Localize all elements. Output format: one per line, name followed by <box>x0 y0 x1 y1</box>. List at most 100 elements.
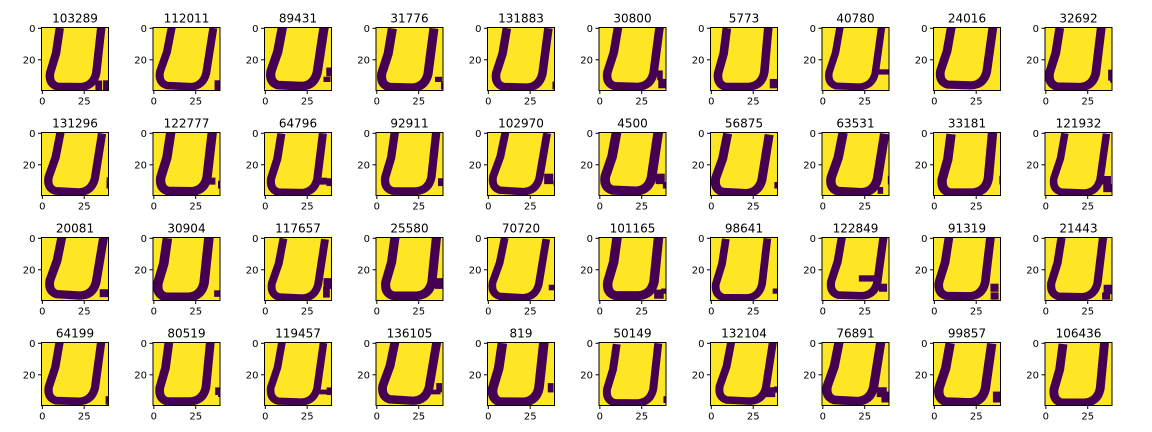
x-tick-label: 25 <box>412 202 425 213</box>
axes-frame <box>598 132 667 196</box>
panel-title: 33181 <box>948 117 986 131</box>
x-tick-label: 0 <box>39 412 45 423</box>
glyph-u <box>934 237 999 301</box>
panel: 33181 0 25 0 20 <box>915 117 1001 213</box>
y-tick-label: 20 <box>692 55 705 66</box>
x-tick-label: 25 <box>524 202 537 213</box>
y-tick-label: 20 <box>23 265 36 276</box>
axes-frame <box>487 237 555 301</box>
glyph-u <box>45 27 109 91</box>
axes-frame <box>152 237 221 301</box>
axes-frame <box>933 237 1001 301</box>
panel: 64199 0 25 0 20 <box>23 327 109 423</box>
x-tick-label: 0 <box>262 97 268 108</box>
x-tick-label: 25 <box>524 97 537 108</box>
axes-frame <box>264 237 332 301</box>
axes-frame <box>41 132 109 196</box>
y-tick-label: 0 <box>921 24 927 35</box>
x-tick-label: 25 <box>78 412 91 423</box>
y-tick-label: 20 <box>357 160 370 171</box>
panel-title: 136105 <box>387 327 433 341</box>
panel: 122849 0 25 0 20 <box>803 222 890 318</box>
y-tick-label: 0 <box>29 129 35 140</box>
y-tick-label: 0 <box>810 339 816 350</box>
panel-title: 112011 <box>164 12 210 26</box>
x-tick-label: 25 <box>189 307 202 318</box>
panel: 56875 0 25 0 20 <box>692 117 778 213</box>
glyph-u <box>1045 27 1112 91</box>
glyph-u <box>822 342 889 406</box>
panel: 136105 0 25 0 20 <box>357 327 444 423</box>
axes-frame <box>264 27 332 91</box>
y-tick-label: 20 <box>357 55 370 66</box>
x-tick-label: 0 <box>597 412 603 423</box>
y-tick-label: 20 <box>246 370 259 381</box>
axes-frame <box>264 342 332 406</box>
x-tick-label: 0 <box>262 307 268 318</box>
x-tick-label: 25 <box>301 412 314 423</box>
panel-title: 21443 <box>1059 222 1097 236</box>
x-tick-label: 25 <box>412 412 425 423</box>
y-tick-label: 20 <box>246 160 259 171</box>
panel-title: 25580 <box>390 222 428 236</box>
y-tick-label: 20 <box>469 55 482 66</box>
glyph-u <box>381 237 443 301</box>
x-tick-label: 25 <box>747 97 760 108</box>
glyph-u <box>1046 237 1112 301</box>
y-tick-label: 20 <box>692 160 705 171</box>
y-tick-label: 20 <box>1026 370 1039 381</box>
y-tick-label: 20 <box>1026 55 1039 66</box>
glyph-u <box>155 132 220 196</box>
panel: 92911 0 25 0 20 <box>357 117 444 213</box>
x-tick-label: 25 <box>858 97 871 108</box>
x-tick-label: 25 <box>970 412 983 423</box>
panel: 122777 0 25 0 20 <box>134 117 221 213</box>
panel-title: 91319 <box>948 222 986 236</box>
panel: 131296 0 25 0 20 <box>23 117 109 213</box>
glyph-u <box>44 132 109 196</box>
y-tick-label: 0 <box>1033 129 1039 140</box>
axes-frame <box>41 237 109 301</box>
x-tick-label: 25 <box>189 412 202 423</box>
axes-frame <box>487 132 555 196</box>
axes-frame <box>152 27 221 91</box>
axes-frame <box>710 27 778 91</box>
x-tick-label: 25 <box>747 202 760 213</box>
y-tick-label: 20 <box>580 55 593 66</box>
y-tick-label: 20 <box>357 265 370 276</box>
axes-frame <box>375 342 444 406</box>
x-tick-label: 0 <box>708 97 714 108</box>
panel: 101165 0 25 0 20 <box>580 222 667 318</box>
panel: 25580 0 25 0 20 <box>357 222 444 318</box>
axes-frame <box>1044 342 1113 406</box>
y-tick-label: 20 <box>803 370 816 381</box>
y-tick-label: 0 <box>252 24 258 35</box>
y-tick-label: 0 <box>587 234 593 245</box>
panel: 32692 0 25 0 20 <box>1026 12 1113 108</box>
panel-title: 99857 <box>948 327 986 341</box>
x-tick-label: 25 <box>970 307 983 318</box>
panel-title: 76891 <box>836 327 874 341</box>
y-tick-label: 0 <box>921 234 927 245</box>
x-tick-label: 25 <box>78 97 91 108</box>
panel-title: 5773 <box>729 12 760 26</box>
axes-frame <box>487 342 555 406</box>
x-tick-label: 0 <box>151 97 157 108</box>
x-tick-label: 0 <box>374 307 380 318</box>
panel: 106436 0 25 0 20 <box>1026 327 1113 423</box>
y-tick-label: 20 <box>134 265 147 276</box>
x-tick-label: 0 <box>151 202 157 213</box>
axes-frame <box>821 237 890 301</box>
axes-frame <box>41 342 109 406</box>
panel-title: 117657 <box>275 222 321 236</box>
y-tick-label: 0 <box>921 339 927 350</box>
panel-title: 132104 <box>721 327 767 341</box>
panel: 80519 0 25 0 20 <box>134 327 221 423</box>
glyph-u <box>602 342 666 406</box>
axes-frame <box>1044 237 1113 301</box>
y-tick-label: 20 <box>915 370 928 381</box>
panel-title: 24016 <box>948 12 986 26</box>
axes-frame <box>598 27 667 91</box>
glyph-u <box>934 342 1001 406</box>
glyph-u <box>153 237 220 301</box>
